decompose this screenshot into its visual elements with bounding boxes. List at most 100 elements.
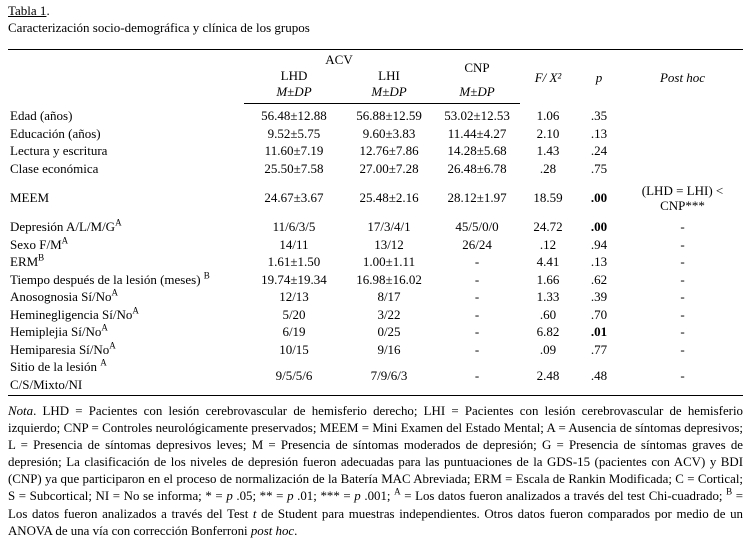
cell-p: .75 <box>590 160 608 176</box>
cell-statistic: 24.72 <box>533 219 563 234</box>
cell-posthoc <box>622 160 743 178</box>
cell-lhi: 9/16 <box>377 341 401 357</box>
cell-lhi: 17/3/4/1 <box>367 219 411 234</box>
table-row: Heminegligencia Sí/NoA 5/20 3/22 - .60 .70 - <box>8 306 743 324</box>
cell-statistic: .60 <box>539 306 557 322</box>
cell-lhd: 11.60±7.19 <box>264 143 324 158</box>
row-label: Anosognosia Sí/NoA <box>10 287 118 304</box>
note-segment: .01; *** = <box>293 489 355 504</box>
cell-lhi: 3/22 <box>377 306 401 322</box>
cell-lhi: 25.48±2.16 <box>359 190 419 206</box>
table-row: Sexo F/MA 14/11 13/12 26/24 .12 .94 - <box>8 236 743 254</box>
cell-lhd: 12/13 <box>279 289 309 304</box>
note-segment: = Los datos fueron analizados a través d… <box>8 489 743 521</box>
cell-cnp: 28.12±1.97 <box>447 190 507 206</box>
cell-lhi: 13/12 <box>374 236 404 252</box>
cell-cnp: 26/24 <box>462 236 492 252</box>
row-label: Tiempo después de la lesión (meses) B <box>10 270 210 287</box>
table-caption: Caracterización socio-demográfica y clín… <box>8 20 310 35</box>
cell-posthoc: - <box>680 341 685 357</box>
row-label: Lectura y escritura <box>10 143 108 158</box>
row-label: ERMB <box>10 252 45 269</box>
note-segment: . <box>294 523 298 538</box>
cell-p: .70 <box>590 306 608 322</box>
cell-statistic: .12 <box>539 236 557 252</box>
cell-cnp: - <box>474 367 480 383</box>
cell-cnp: - <box>474 324 480 339</box>
note-segment: p <box>226 489 233 504</box>
cell-lhi: 1.00±1.11 <box>362 254 416 269</box>
cell-statistic: .28 <box>539 160 557 176</box>
cell-cnp: - <box>474 271 480 287</box>
header-mdp-lhi: M±DP <box>344 84 435 104</box>
cell-lhd: 9/5/5/6 <box>275 367 313 383</box>
note-segment: post hoc <box>250 523 295 538</box>
cell-statistic: .09 <box>539 341 557 357</box>
paper-page: Tabla 1. Caracterización socio-demográfi… <box>8 3 744 538</box>
cell-cnp: 11.44±4.27 <box>447 125 507 141</box>
cell-cnp: - <box>474 254 480 269</box>
row-label: Clase económica <box>10 160 99 176</box>
cell-statistic: 1.43 <box>536 143 560 158</box>
cell-lhd: 56.48±12.88 <box>261 108 327 123</box>
cell-p: .35 <box>590 107 608 123</box>
table-row: MEEM 24.67±3.67 25.48±2.16 28.12±1.97 18.59.… <box>8 177 743 218</box>
cell-cnp: - <box>474 341 480 357</box>
table-row: Hemiplejia Sí/NoA 6/19 0/25 - 6.82 .01 - <box>8 323 743 341</box>
header-mdp-cnp: M±DP <box>434 84 521 104</box>
cell-p: .77 <box>590 341 608 357</box>
note-segment: .05; ** = <box>232 489 288 504</box>
table-row: Tiempo después de la lesión (meses) B 19.… <box>8 271 743 289</box>
cell-lhd: 24.67±3.67 <box>264 190 324 206</box>
cell-p: .00 <box>590 190 608 206</box>
cell-lhd: 25.50±7.58 <box>264 160 324 176</box>
cell-cnp: 26.48±6.78 <box>447 160 507 176</box>
cell-statistic: 4.41 <box>536 254 560 269</box>
cell-posthoc <box>622 142 743 160</box>
header-empty-cell <box>8 50 244 104</box>
note-segment: Nota <box>8 404 34 418</box>
table-row: Hemiparesia Sí/NoA 10/15 9/16 - .09 .77 - <box>8 341 743 359</box>
row-label: Hemiparesia Sí/NoA <box>10 340 116 357</box>
cell-p: .39 <box>590 289 608 304</box>
row-label: Hemiplejia Sí/NoA <box>10 322 108 339</box>
cell-p: .13 <box>590 254 608 269</box>
cell-lhi: 12.76±7.86 <box>359 143 419 158</box>
table-row: Edad (años) 56.48±12.88 56.88±12.59 53.02±1… <box>8 104 743 125</box>
note-segment: = Los datos fueron analizados a través d… <box>400 489 727 504</box>
table-note: Nota. LHD = Pacientes con lesión cerebro… <box>8 403 743 540</box>
cell-lhi: 56.88±12.59 <box>356 108 422 123</box>
cell-lhd: 14/11 <box>279 236 309 252</box>
header-subgroup-row: LHD LHI <box>8 68 743 84</box>
cell-lhd: 10/15 <box>279 341 309 357</box>
cell-lhd: 5/20 <box>282 306 306 322</box>
table-body: Edad (años) 56.48±12.88 56.88±12.59 53.02±1… <box>8 104 744 396</box>
cell-posthoc: - <box>680 236 685 252</box>
data-table: ACV CNP F/ X² p Post hoc LHD LHI M±DP M±… <box>8 49 744 396</box>
cell-cnp: 14.28±5.68 <box>447 143 507 158</box>
note-segment: B <box>726 487 733 498</box>
note-segment: .001; <box>360 489 395 504</box>
row-label: Edad (años) <box>10 107 73 123</box>
header-mdp-lhd: M±DP <box>244 84 344 104</box>
table-header: ACV CNP F/ X² p Post hoc LHD LHI M±DP M±… <box>8 49 744 104</box>
header-col-lhi: LHI <box>378 68 400 83</box>
cell-lhi: 0/25 <box>377 324 401 339</box>
header-col-cnp: CNP <box>464 60 490 75</box>
note-segment: p <box>287 489 294 504</box>
header-col-statistic: F/ X² <box>534 69 562 85</box>
cell-lhd: 11/6/3/5 <box>272 219 316 234</box>
cell-p: .62 <box>590 271 608 287</box>
cell-cnp: - <box>474 289 480 304</box>
cell-posthoc: - <box>680 254 685 270</box>
cell-statistic: 1.06 <box>536 107 560 123</box>
cell-posthoc: - <box>680 368 685 383</box>
header-mdp-row: M±DP M±DP M±DP <box>8 84 743 104</box>
cell-posthoc: - <box>680 219 685 235</box>
table-row: Sitio de la lesión A C/S/Mixto/NI 9/5/5/6 7… <box>8 358 743 396</box>
cell-p: .01 <box>590 324 608 339</box>
cell-statistic: 18.59 <box>533 190 563 206</box>
header-col-lhd: LHD <box>280 68 308 83</box>
header-col-posthoc: Post hoc <box>659 69 706 85</box>
table-row: Depresión A/L/M/GA 11/6/3/5 17/3/4/1 45/5/0… <box>8 218 743 236</box>
